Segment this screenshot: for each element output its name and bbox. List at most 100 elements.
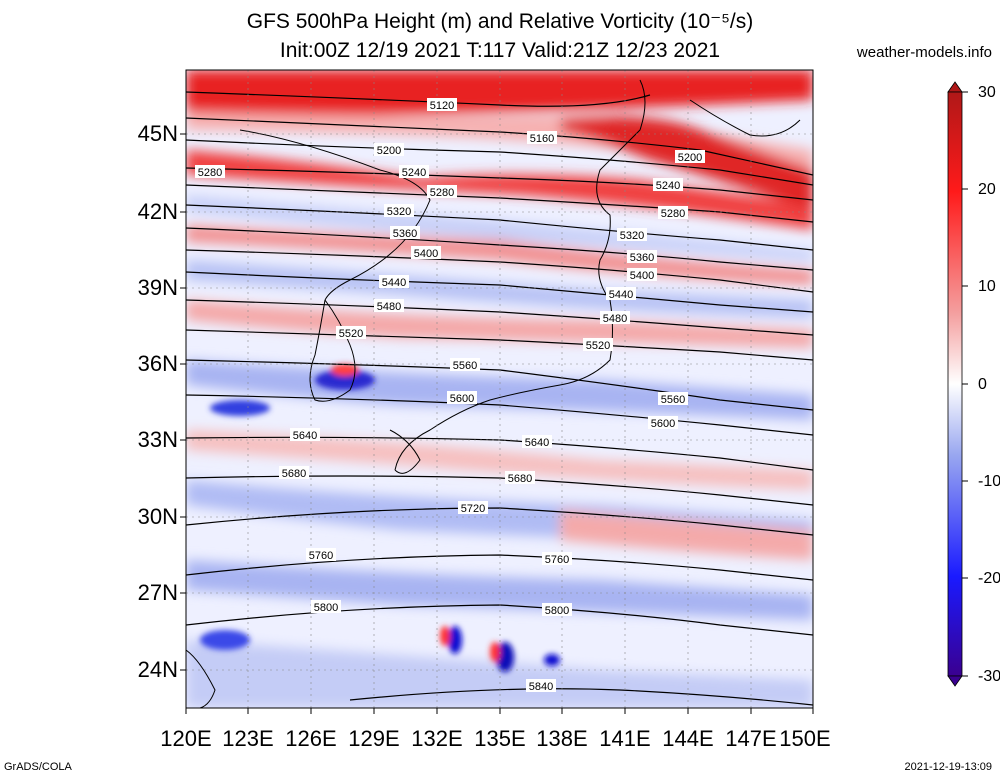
contour-label: 5440 (609, 289, 633, 301)
contour-label: 5520 (586, 340, 610, 352)
colorbar-label-30: 30 (978, 84, 996, 101)
contour-label: 5240 (402, 167, 426, 179)
contour-label-bg (290, 428, 320, 441)
contour-label-bg (542, 552, 572, 565)
contour-label-bg (522, 435, 552, 448)
chart-title-line1: GFS 500hPa Height (m) and Relative Vorti… (246, 10, 754, 33)
contour-label-bg (658, 206, 688, 219)
contour-label: 5200 (377, 145, 401, 157)
lon-label-135e: 135E (474, 726, 526, 751)
contour-label: 5120 (430, 100, 454, 112)
source-site-label: weather-models.info (856, 44, 992, 61)
contour-label-bg (617, 228, 647, 241)
coastlines (186, 79, 801, 708)
contour-label: 5520 (339, 328, 363, 340)
contour-label: 5600 (450, 393, 474, 405)
contour-label-bg (384, 204, 414, 217)
contour-label: 5680 (508, 473, 532, 485)
contour-label-bg (374, 299, 404, 312)
lon-label-150e: 150E (779, 726, 831, 751)
contour-label-bg (675, 150, 705, 163)
chart-title-line2: Init:00Z 12/19 2021 T:117 Valid:21Z 12/2… (279, 39, 721, 62)
lon-label-141e: 141E (599, 726, 651, 751)
contour-label-bg (627, 250, 657, 263)
colorbar-label-20: 20 (978, 181, 996, 198)
lon-label-147e: 147E (725, 726, 777, 751)
colorbar-label-minus-20: -20 (978, 570, 1000, 587)
lon-label-123e: 123E (222, 726, 274, 751)
lat-label-30n: 30N (137, 504, 178, 529)
lon-label-138e: 138E (536, 726, 588, 751)
contour-label: 5480 (603, 313, 627, 325)
contour-label-bg (279, 466, 309, 479)
lon-label-129e: 129E (348, 726, 400, 751)
contour-label: 5400 (414, 248, 438, 260)
colorbar (947, 81, 968, 687)
colorbar-min-arrow (947, 675, 963, 687)
lon-label-120e: 120E (160, 726, 212, 751)
lon-label-144e: 144E (662, 726, 714, 751)
lat-label-36n: 36N (137, 351, 178, 376)
contour-label-bg (505, 471, 535, 484)
contour-label: 5800 (545, 605, 569, 617)
colorbar-label-minus-30: -30 (978, 668, 1000, 685)
contour-label-bg (427, 185, 457, 198)
contour-label-bg (411, 246, 441, 259)
contour-label-bg (627, 268, 657, 281)
axis-ticks (180, 133, 814, 714)
contour-label: 5640 (293, 430, 317, 442)
colorbar-label-10: 10 (978, 278, 996, 295)
contour-label: 5280 (198, 167, 222, 179)
contour-label-bg (374, 143, 404, 156)
contour-label-bg (195, 165, 225, 178)
contour-label-bg (653, 178, 683, 191)
contour-label: 5320 (387, 206, 411, 218)
colorbar-max-arrow (947, 81, 963, 93)
contour-label-bg (600, 311, 630, 324)
lat-label-45n: 45N (137, 121, 178, 146)
contour-label-bg (447, 391, 477, 404)
contour-label-bg (542, 603, 572, 616)
contour-label: 5560 (661, 394, 685, 406)
lat-label-42n: 42N (137, 199, 178, 224)
contour-label-bg (583, 338, 613, 351)
contour-label: 5760 (309, 550, 333, 562)
colorbar-label-0: 0 (978, 376, 987, 393)
contour-label: 5760 (545, 554, 569, 566)
contour-label-bg (390, 226, 420, 239)
contour-label: 5840 (529, 681, 553, 693)
contour-label-bg (648, 416, 678, 429)
contour-label: 5320 (620, 230, 644, 242)
contour-label: 5240 (656, 180, 680, 192)
contour-label-bg (527, 131, 557, 144)
lon-label-126e: 126E (285, 726, 337, 751)
graticule (186, 70, 813, 708)
contour-label-bg (606, 287, 636, 300)
contour-label: 5720 (461, 503, 485, 515)
contour-label: 5400 (630, 270, 654, 282)
lon-label-132e: 132E (411, 726, 463, 751)
vorticity-field: 5120516052005200524052405280528052805320… (186, 70, 813, 708)
colorbar-ramp (947, 91, 963, 677)
contour-label-bg (399, 165, 429, 178)
colorbar-label-minus-10: -10 (978, 473, 1000, 490)
contour-label-bg (427, 98, 457, 111)
contour-label-bg (306, 548, 336, 561)
contour-label: 5440 (382, 277, 406, 289)
contour-labels: 5120516052005200524052405280528052805320… (195, 98, 705, 693)
contour-label: 5680 (282, 468, 306, 480)
contour-label-bg (379, 275, 409, 288)
contour-label: 5160 (530, 133, 554, 145)
footer-software-label: GrADS/COLA (4, 761, 72, 773)
contour-label: 5800 (314, 602, 338, 614)
lat-label-39n: 39N (137, 275, 178, 300)
contour-label: 5560 (453, 360, 477, 372)
lat-label-24n: 24N (137, 657, 178, 682)
contour-label: 5360 (393, 228, 417, 240)
contour-label: 5200 (678, 152, 702, 164)
lat-label-27n: 27N (137, 580, 178, 605)
contour-label: 5600 (651, 418, 675, 430)
contour-label: 5280 (661, 208, 685, 220)
contour-label: 5640 (525, 437, 549, 449)
